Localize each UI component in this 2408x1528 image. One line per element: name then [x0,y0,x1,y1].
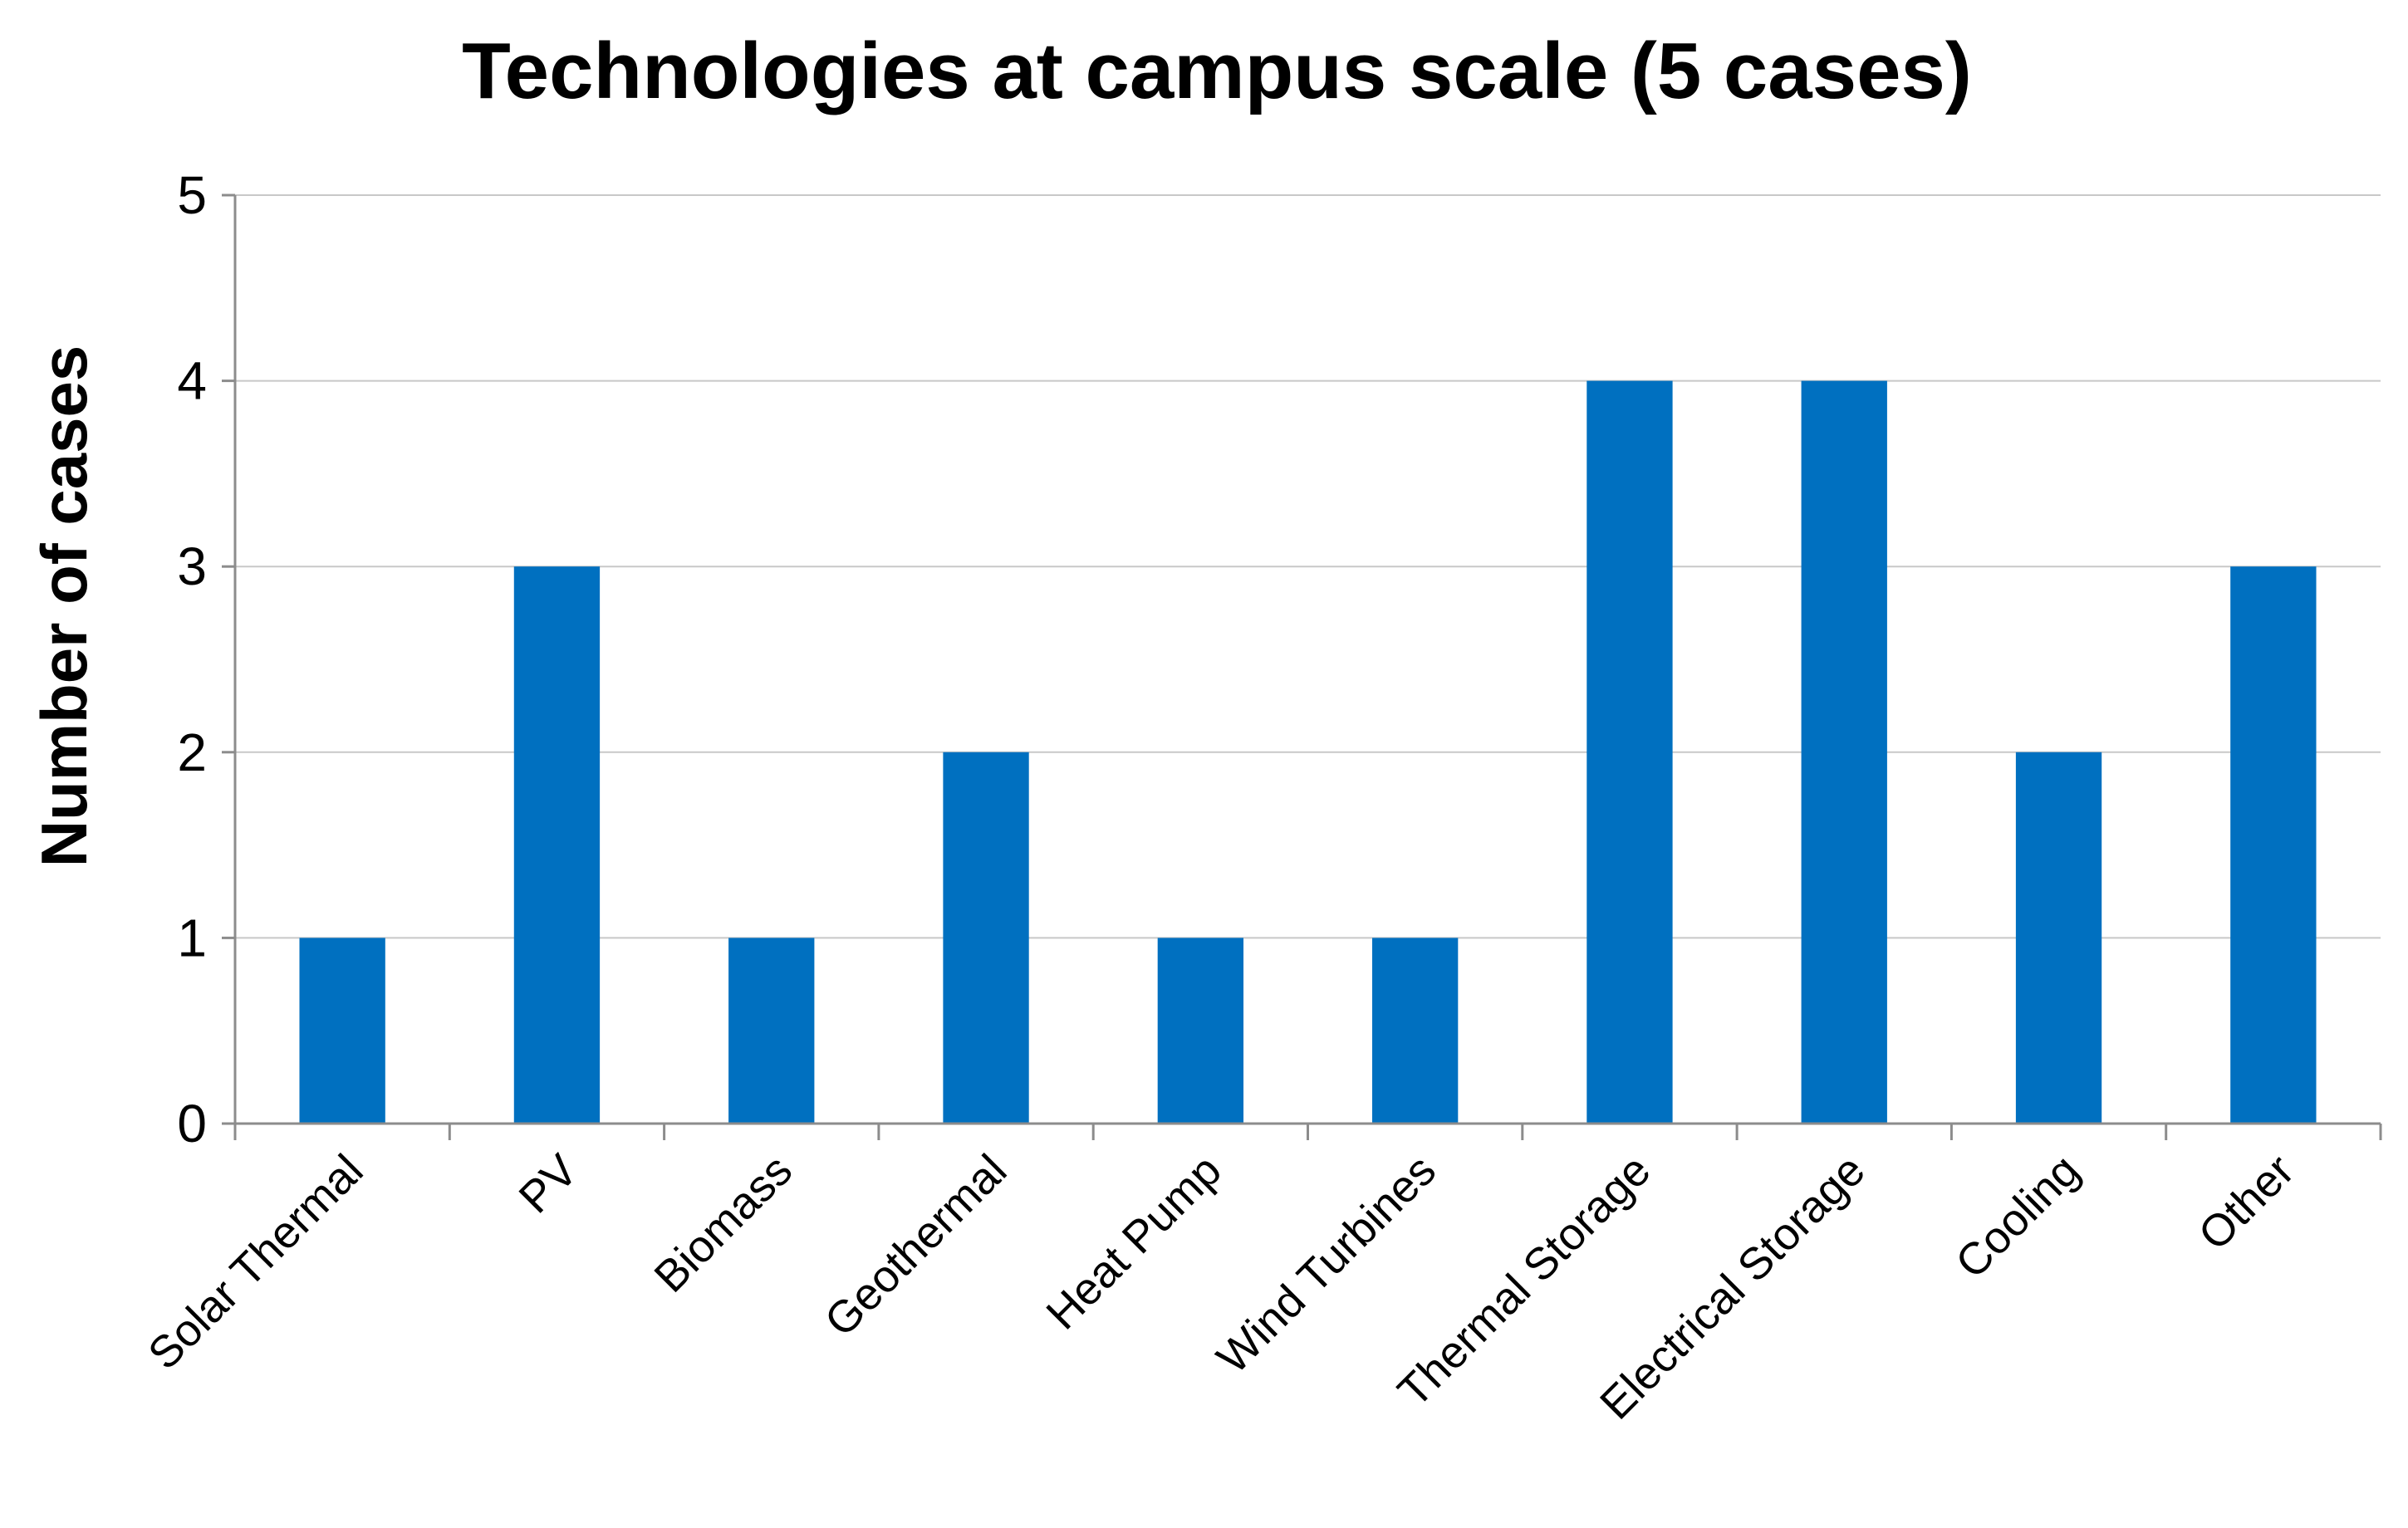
y-tick-label: 4 [177,351,207,411]
bars [299,380,2317,1124]
y-tick-label: 0 [177,1094,207,1153]
x-tick-labels: Solar Thermal PV Biomass Geothermal Heat Pum… [139,1145,2303,1429]
bar-heat-pump [1157,938,1244,1124]
axes [222,193,2382,1140]
bar-pv [513,566,601,1124]
bar-biomass [728,938,815,1124]
bar-electrical-storage [1801,380,1887,1124]
x-tick-label: Biomass [645,1145,802,1302]
bar-geothermal [943,752,1029,1124]
x-tick-label: Wind Turbines [1208,1145,1445,1383]
bar-thermal-storage [1587,380,1673,1124]
y-tick-labels: 0 1 2 3 4 5 [177,165,207,1153]
y-axis-label: Number of cases [27,345,101,868]
chart-title: Technologies at campus scale (5 cases) [462,27,1972,115]
x-tick-label: Cooling [1946,1145,2089,1288]
x-tick-label: PV [510,1145,587,1222]
bar-cooling [2015,752,2102,1124]
bar-wind-turbines [1371,938,1459,1124]
x-tick-label: Geothermal [816,1145,1017,1346]
x-tick-label: Solar Thermal [139,1145,373,1379]
bar-other [2230,566,2317,1124]
y-tick-label: 5 [177,165,207,225]
x-tick-label: Heat Pump [1037,1145,1230,1339]
y-tick-label: 3 [177,536,207,596]
bar-solar-thermal [299,938,385,1124]
y-tick-label: 1 [177,908,207,967]
y-tick-label: 2 [177,722,207,782]
x-tick-label: Other [2189,1145,2303,1260]
